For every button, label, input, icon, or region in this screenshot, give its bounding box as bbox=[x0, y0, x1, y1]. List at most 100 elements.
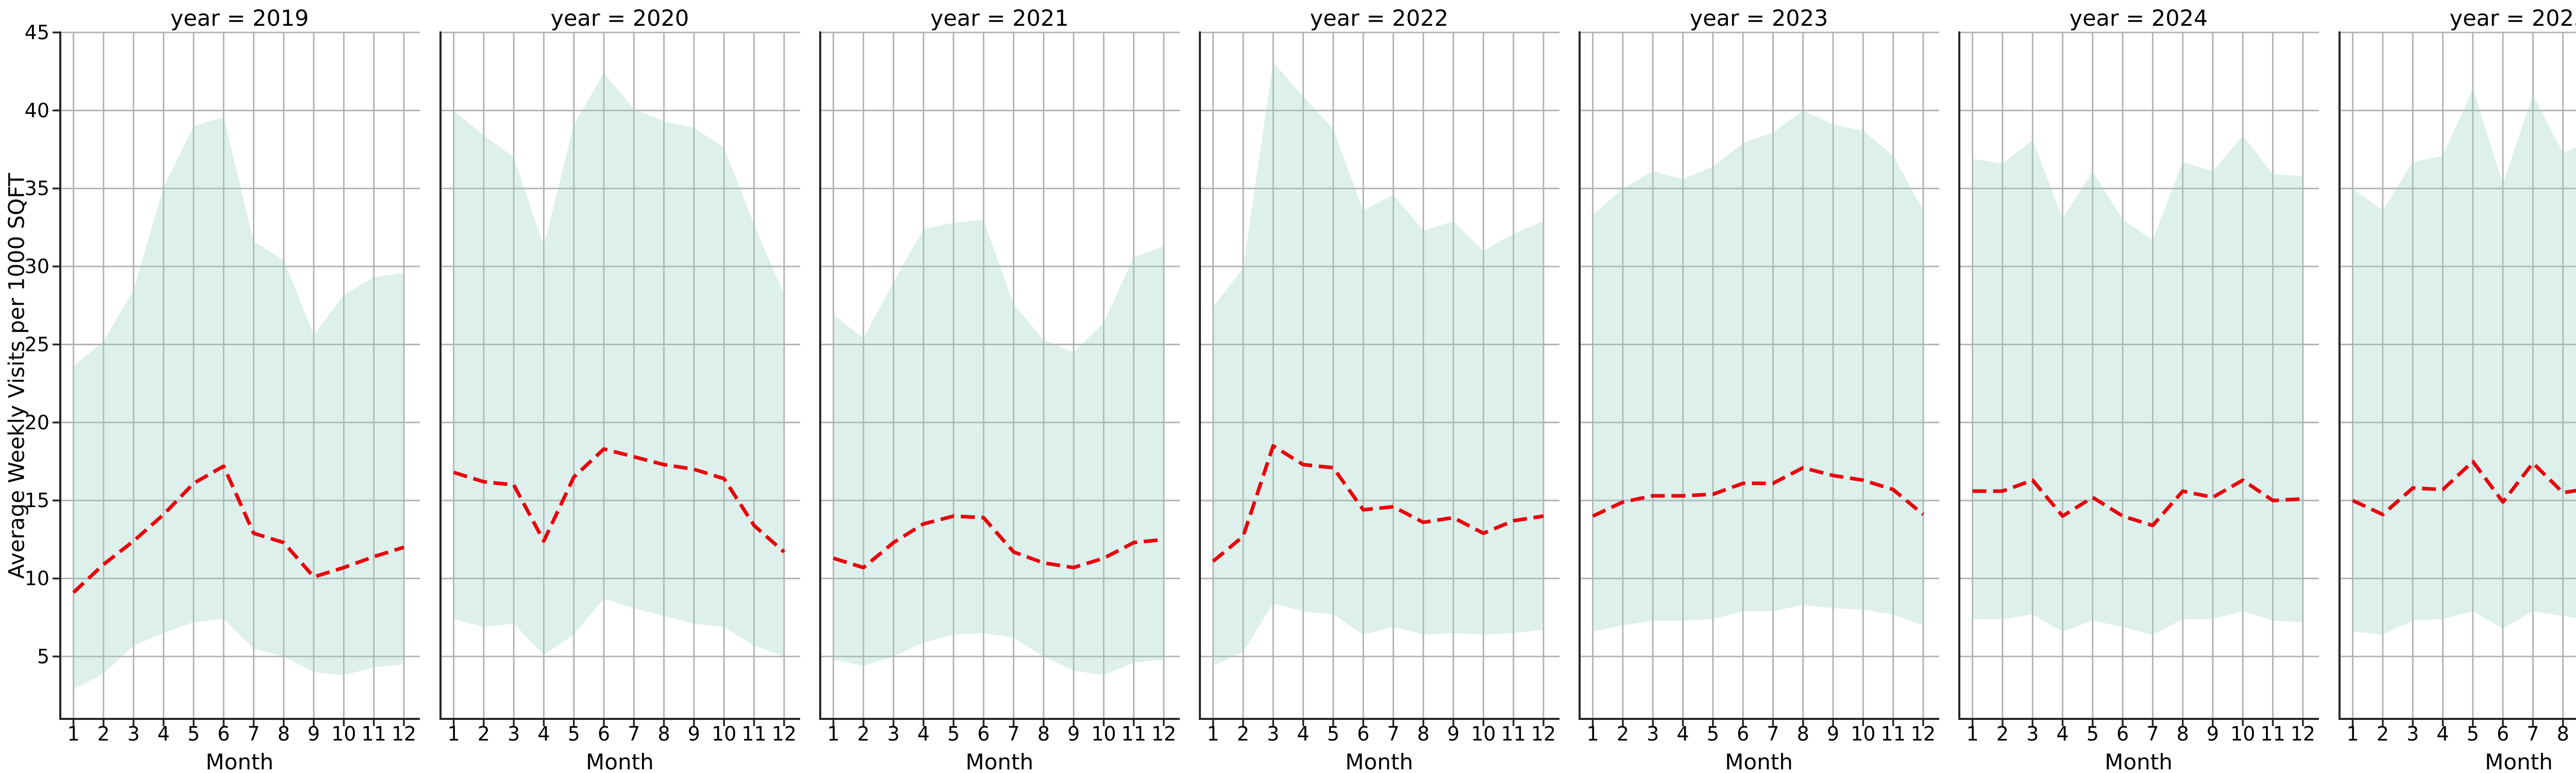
x-tick-label: 3 bbox=[2026, 722, 2039, 745]
x-tick-label: 7 bbox=[2147, 722, 2159, 745]
x-tick-label: 7 bbox=[1387, 722, 1399, 745]
x-tick-label: 2 bbox=[1617, 722, 1629, 745]
x-tick-label: 8 bbox=[1417, 722, 1430, 745]
x-tick-label: 5 bbox=[1707, 722, 1719, 745]
x-tick-label: 3 bbox=[887, 722, 900, 745]
x-tick-label: 11 bbox=[362, 722, 386, 745]
median-line bbox=[2351, 460, 2576, 516]
x-tick-label: 5 bbox=[947, 722, 960, 745]
x-tick-label: 11 bbox=[1881, 722, 1906, 745]
gridlines bbox=[819, 31, 1180, 719]
x-tick-label: 8 bbox=[278, 722, 290, 745]
gridlines bbox=[1958, 31, 2319, 719]
y-tick-label: 5 bbox=[37, 645, 49, 668]
x-tick-label: 4 bbox=[2436, 722, 2449, 745]
x-tick-label: 1 bbox=[2346, 722, 2359, 745]
x-tick-label: 10 bbox=[711, 722, 736, 745]
x-tick-label: 10 bbox=[1851, 722, 1875, 745]
x-tick-label: 3 bbox=[507, 722, 520, 745]
x-axis-label: Month bbox=[2105, 749, 2173, 773]
x-tick-label: 1 bbox=[1587, 722, 1599, 745]
x-tick-label: 6 bbox=[977, 722, 990, 745]
x-tick-label: 4 bbox=[917, 722, 929, 745]
x-tick-label: 12 bbox=[1531, 722, 1556, 745]
x-tick-label: 1 bbox=[1207, 722, 1219, 745]
gridlines bbox=[439, 31, 800, 719]
x-tick-label: 4 bbox=[2057, 722, 2069, 745]
x-tick-label: 1 bbox=[447, 722, 460, 745]
x-tick-label: 11 bbox=[1121, 722, 1146, 745]
facet-title: year = 2019 bbox=[171, 6, 309, 31]
gridlines bbox=[59, 31, 420, 719]
gridlines bbox=[2338, 31, 2576, 719]
x-tick-label: 11 bbox=[741, 722, 766, 745]
x-tick-label: 7 bbox=[1007, 722, 1020, 745]
x-tick-label: 2 bbox=[1996, 722, 2009, 745]
percentile-band bbox=[833, 220, 1164, 676]
x-tick-label: 11 bbox=[1501, 722, 1526, 745]
median-line bbox=[72, 464, 405, 594]
x-tick-label: 8 bbox=[657, 722, 670, 745]
x-tick-label: 4 bbox=[158, 722, 170, 745]
median-line bbox=[453, 447, 785, 553]
x-tick-label: 8 bbox=[1797, 722, 1809, 745]
x-tick-label: 8 bbox=[2177, 722, 2189, 745]
percentile-band bbox=[73, 116, 404, 690]
x-tick-label: 3 bbox=[1647, 722, 1659, 745]
percentile-band bbox=[1213, 62, 1544, 666]
facet-title: year = 2024 bbox=[2070, 6, 2208, 31]
y-tick-labels: 5 10 15 20 25 30 35 40 45 bbox=[25, 21, 59, 668]
facet-title: year = 2021 bbox=[930, 6, 1069, 31]
facet-title: year = 2023 bbox=[1690, 6, 1828, 31]
x-tick-label: 2 bbox=[857, 722, 870, 745]
x-tick-label: 8 bbox=[1037, 722, 1049, 745]
x-tick-label: 3 bbox=[1267, 722, 1279, 745]
x-axis-label: Month bbox=[965, 749, 1033, 773]
x-tick-label: 1 bbox=[827, 722, 839, 745]
x-tick-label: 5 bbox=[2466, 722, 2479, 745]
gridlines bbox=[1579, 31, 1940, 719]
x-tick-label: 3 bbox=[2406, 722, 2419, 745]
x-tick-label: 6 bbox=[2497, 722, 2509, 745]
x-tick-label: 12 bbox=[392, 722, 416, 745]
x-tick-label: 5 bbox=[567, 722, 580, 745]
x-tick-label: 2 bbox=[2376, 722, 2388, 745]
x-tick-label: 6 bbox=[1357, 722, 1369, 745]
x-tick-label: 9 bbox=[308, 722, 320, 745]
percentile-band bbox=[453, 73, 784, 657]
x-tick-label: 9 bbox=[688, 722, 700, 745]
x-axis-label: Month bbox=[2485, 749, 2553, 773]
percentile-band bbox=[1592, 110, 1924, 632]
x-tick-label: 5 bbox=[188, 722, 200, 745]
x-tick-label: 12 bbox=[1151, 722, 1176, 745]
y-tick-label: 45 bbox=[25, 21, 49, 44]
x-tick-label: 6 bbox=[598, 722, 610, 745]
x-tick-label: 6 bbox=[217, 722, 230, 745]
x-tick-label: 2 bbox=[97, 722, 110, 745]
gridlines bbox=[1199, 31, 1560, 719]
y-tick-label: 20 bbox=[25, 411, 49, 434]
median-line bbox=[1972, 478, 2303, 528]
x-tick-label: 4 bbox=[537, 722, 550, 745]
x-tick-label: 12 bbox=[2291, 722, 2315, 745]
x-tick-label: 2 bbox=[1237, 722, 1249, 745]
x-tick-label: 7 bbox=[2527, 722, 2539, 745]
x-tick-label: 2 bbox=[477, 722, 489, 745]
x-tick-label: 4 bbox=[1297, 722, 1309, 745]
x-tick-label: 9 bbox=[1447, 722, 1460, 745]
x-tick-label: 4 bbox=[1677, 722, 1689, 745]
